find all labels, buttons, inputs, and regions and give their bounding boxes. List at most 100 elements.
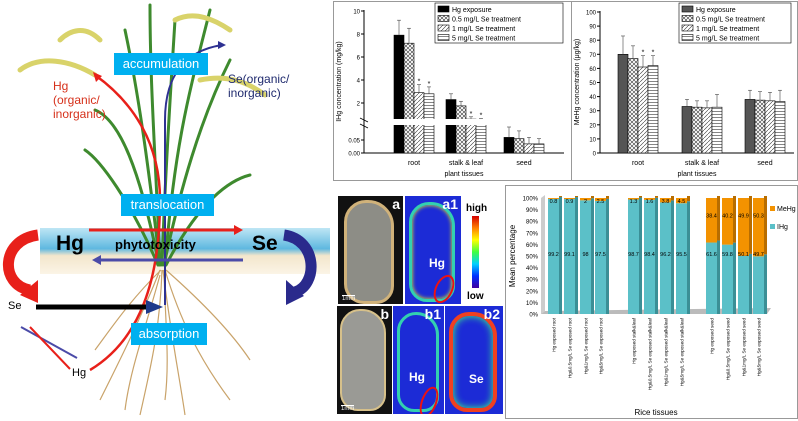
se-species-label: Se(organic/ inorganic) xyxy=(228,72,289,100)
bar xyxy=(637,66,649,154)
ihg-value-label: 99.1 xyxy=(564,252,575,258)
mehg-value-label: 38.4 xyxy=(706,214,717,220)
seed-outline xyxy=(409,202,455,302)
mehg-bar xyxy=(738,198,749,256)
legend-box xyxy=(678,2,792,44)
y-axis-label: Mean percentage xyxy=(508,224,517,287)
blue-arrowhead-icon xyxy=(286,280,304,305)
mehg-bar-side xyxy=(575,196,578,198)
mehg-bar xyxy=(548,198,559,199)
y-tick-label: 50% xyxy=(526,255,539,261)
legend-swatch xyxy=(437,24,450,32)
mehg-bar xyxy=(580,198,591,201)
significance-mark: * xyxy=(470,111,473,118)
y-axis-label: IHg concentration (mg/kg) xyxy=(336,41,343,122)
mehg-bar-side xyxy=(749,196,752,254)
y-tick-label: 90 xyxy=(589,25,596,31)
ihg-value-label: 49.7 xyxy=(753,252,764,258)
ihg-bar xyxy=(580,200,591,314)
legend-swatch xyxy=(770,224,775,229)
ihg-bar xyxy=(738,255,749,314)
mehg-chart-panel: 0 10 20 30 40 50 60 70 80 90 100 MeHg concentration… xyxy=(571,1,798,181)
bar xyxy=(744,99,756,154)
rice-plant-diagram xyxy=(2,3,330,416)
mehg-value-label: 40.2 xyxy=(722,214,733,220)
significance-mark: * xyxy=(428,81,431,88)
legend-swatch xyxy=(681,24,694,32)
y-tick-label: 0% xyxy=(529,313,538,319)
y-tick-label: 70% xyxy=(526,231,539,237)
ihg-bar-side xyxy=(559,196,562,314)
absorption-label: absorption xyxy=(131,323,207,345)
legend-label: 5 mg/L Se treatment xyxy=(452,36,515,43)
back-wall xyxy=(541,195,545,314)
hg-map-label: Hg xyxy=(409,370,425,384)
panel-label-b: b xyxy=(380,306,389,322)
bar xyxy=(627,58,639,154)
mehg-value-label: 50.3 xyxy=(753,214,764,220)
mehg-value-label: 49.9 xyxy=(738,214,749,220)
bar xyxy=(711,106,723,154)
legend-label: 1 mg/L Se treatment xyxy=(452,26,515,33)
y-tick-label: 2 xyxy=(357,102,361,108)
rice-panicles xyxy=(17,13,268,98)
y-tick-label: 40 xyxy=(589,95,596,101)
y-axis-label: MeHg concentration (μg/kg) xyxy=(574,39,581,126)
panel-label-a1: a1 xyxy=(442,196,458,212)
bar xyxy=(455,105,467,154)
category-label: stalk & leaf xyxy=(685,160,719,167)
phytotoxicity-label: phytotoxicity xyxy=(115,237,196,252)
bar xyxy=(681,106,693,154)
mehg-bar-side xyxy=(764,196,767,255)
colorbar-high-label: high xyxy=(466,203,488,214)
legend-swatch xyxy=(681,15,694,22)
ihg-value-label: 96.2 xyxy=(660,252,671,258)
axis-break xyxy=(379,119,499,125)
mehg-value-label: 2.5 xyxy=(597,199,605,205)
y-tick-label: 60% xyxy=(526,243,539,249)
mehg-bar xyxy=(644,198,655,200)
bar xyxy=(393,34,405,154)
y-tick-label: 100 xyxy=(586,11,597,17)
ihg-value-label: 98.4 xyxy=(644,252,655,258)
ihg-chart: 2 4 6 8 10 0.00 0.05 IHg concentration (mg/kg) p… xyxy=(336,2,564,178)
x-axis-label: plant tissues xyxy=(445,171,484,178)
category-label: seed xyxy=(516,160,531,167)
ihg-bar xyxy=(660,202,671,314)
mehg-value-label: 4.5 xyxy=(678,199,686,205)
bar xyxy=(445,99,457,154)
category-label: Hg&5mg/L Se exposed root xyxy=(599,317,604,374)
hg-map-a1: a1 Hg xyxy=(405,196,461,304)
legend-label: Hg exposure xyxy=(452,7,492,14)
y-tick-label: 90% xyxy=(526,208,539,214)
hg-line-1: Hg xyxy=(53,79,69,93)
seed-photo-b: b 1mm xyxy=(337,306,392,414)
category-label: Hg&1mg/L Se exposed stalk&leaf xyxy=(664,317,669,386)
ihg-bar xyxy=(548,198,559,314)
mehg-bar-side xyxy=(733,196,736,243)
y-tick-label: 30% xyxy=(526,278,539,284)
ihg-value-label: 50.1 xyxy=(738,252,749,258)
ihg-value-label: 98 xyxy=(582,252,588,258)
arrowhead-icon xyxy=(234,225,243,235)
ihg-value-label: 98.7 xyxy=(628,252,639,258)
category-label: Hg&0.5mg/L Se exposed root xyxy=(568,317,573,378)
water-soil-band xyxy=(40,228,330,274)
hg-label: Hg xyxy=(56,232,84,255)
legend-label: Hg exposure xyxy=(696,7,736,14)
significance-mark: * xyxy=(480,113,483,120)
mehg-bar xyxy=(676,198,687,204)
se-hg-interaction-arrow xyxy=(20,326,78,359)
legend-label: 5 mg/L Se treatment xyxy=(696,36,759,43)
ihg-bar-side xyxy=(733,242,736,314)
y-tick-label: 0.00 xyxy=(348,152,360,158)
mehg-bar-side xyxy=(671,196,674,201)
hg-se-interaction-arrow xyxy=(29,326,71,370)
ihg-chart-panel: 2 4 6 8 10 0.00 0.05 IHg concentration (mg/kg) p… xyxy=(333,1,572,181)
red-arrowhead-icon xyxy=(20,280,38,303)
panel-label-b1: b1 xyxy=(424,306,441,322)
ihg-value-label: 95.5 xyxy=(676,252,687,258)
percentage-chart: 0% 10% 20% 30% 40% 50% 60% 70% 80% 90% 100% Mean pe… xyxy=(508,195,796,417)
ihg-value-label: 61.6 xyxy=(706,252,717,258)
ihg-bar xyxy=(722,244,733,314)
